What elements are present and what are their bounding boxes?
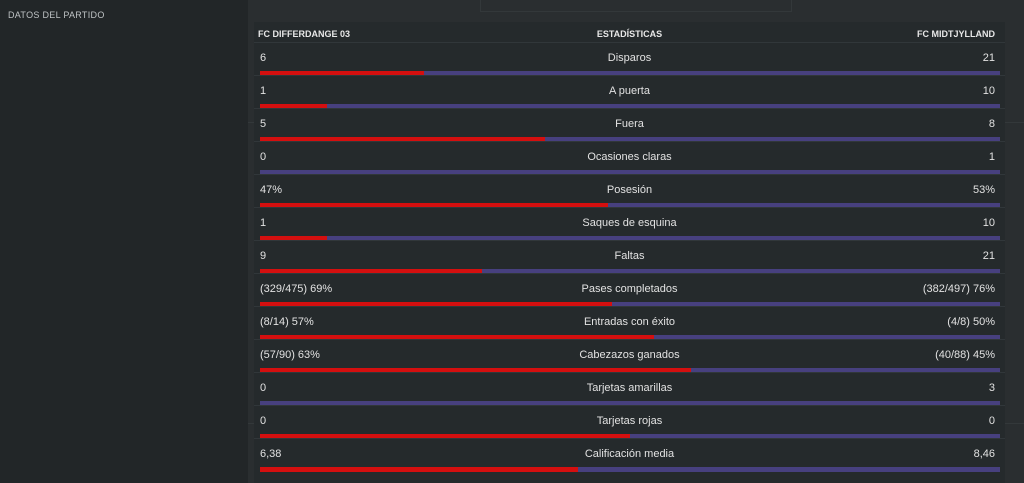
home-share-fill: [260, 137, 545, 142]
home-share-fill: [260, 368, 691, 373]
away-value: (4/8) 50%: [947, 316, 995, 328]
home-share-fill: [260, 269, 482, 274]
home-value: (8/14) 57%: [260, 316, 314, 328]
stat-label: Pases completados: [581, 283, 678, 295]
comparison-bar: [260, 434, 1000, 439]
stat-label: Ocasiones claras: [587, 151, 672, 163]
stat-label: Fuera: [615, 118, 644, 130]
stat-row: 9 Faltas 21: [254, 240, 1005, 274]
comparison-bar: [260, 401, 1000, 406]
away-value: 53%: [972, 184, 995, 196]
comparison-bar: [260, 104, 1000, 109]
away-value: 8,46: [973, 448, 995, 460]
comparison-bar: [260, 236, 1000, 241]
away-value: (40/88) 45%: [935, 349, 995, 361]
home-value: 1: [260, 85, 267, 97]
stat-row: (329/475) 69% Pases completados (382/497) …: [254, 273, 1005, 307]
home-value: 5: [260, 118, 267, 130]
stat-label: Entradas con éxito: [583, 316, 676, 328]
pitch-goal-box-top: [480, 0, 792, 12]
stat-label: Cabezazos ganados: [579, 349, 680, 361]
stat-row: 47% Posesión 53%: [254, 174, 1005, 208]
stat-label: Calificación media: [584, 448, 675, 460]
stat-row: 6,38 Calificación media 8,46: [254, 438, 1005, 472]
home-value: 0: [260, 151, 267, 163]
stat-row: (57/90) 63% Cabezazos ganados (40/88) 45%: [254, 339, 1005, 373]
comparison-bar: [260, 170, 1000, 175]
stat-label: Saques de esquina: [582, 217, 677, 229]
stats-panel: FC DIFFERDANGE 03 ESTADÍSTICAS FC MIDTJY…: [254, 22, 1005, 483]
home-value: (329/475) 69%: [260, 283, 333, 295]
home-team-name: FC DIFFERDANGE 03: [258, 29, 351, 39]
home-share-fill: [260, 434, 630, 439]
home-value: 6,38: [260, 448, 282, 460]
away-value: 8: [988, 118, 995, 130]
home-share-fill: [260, 467, 578, 472]
stat-label: Tarjetas amarillas: [586, 382, 673, 394]
stat-row: 1 Saques de esquina 10: [254, 207, 1005, 241]
stat-row: 0 Tarjetas amarillas 3: [254, 372, 1005, 406]
comparison-bar: [260, 269, 1000, 274]
stat-row: 6 Disparos 21: [254, 42, 1005, 76]
comparison-bar: [260, 203, 1000, 208]
comparison-bar: [260, 368, 1000, 373]
home-share-fill: [260, 104, 327, 109]
home-value: (57/90) 63%: [260, 349, 320, 361]
away-value: 10: [982, 85, 995, 97]
home-share-fill: [260, 335, 654, 340]
home-value: 1: [260, 217, 267, 229]
sidebar-title: DATOS DEL PARTIDO: [8, 10, 105, 20]
home-share-fill: [260, 302, 612, 307]
away-value: 0: [988, 415, 995, 427]
away-value: 21: [982, 52, 995, 64]
sidebar: DATOS DEL PARTIDO: [0, 0, 248, 483]
stats-title: ESTADÍSTICAS: [596, 29, 663, 39]
home-share-fill: [260, 203, 608, 208]
home-value: 9: [260, 250, 267, 262]
home-share-fill: [260, 236, 327, 241]
comparison-bar: [260, 335, 1000, 340]
away-value: 3: [988, 382, 995, 394]
stat-row: (8/14) 57% Entradas con éxito (4/8) 50%: [254, 306, 1005, 340]
home-value: 0: [260, 382, 267, 394]
stat-row: 1 A puerta 10: [254, 75, 1005, 109]
stat-label: Posesión: [606, 184, 653, 196]
stat-label: Tarjetas rojas: [596, 415, 663, 427]
stat-label: A puerta: [609, 85, 650, 97]
comparison-bar: [260, 467, 1000, 472]
stat-row: 5 Fuera 8: [254, 108, 1005, 142]
comparison-bar: [260, 71, 1000, 76]
home-value: 47%: [260, 184, 283, 196]
stat-row: 0 Ocasiones claras 1: [254, 141, 1005, 175]
away-value: 1: [988, 151, 995, 163]
comparison-bar: [260, 302, 1000, 307]
home-value: 6: [260, 52, 267, 64]
away-value: (382/497) 76%: [922, 283, 995, 295]
away-team-name: FC MIDTJYLLAND: [917, 29, 995, 39]
stat-label: Faltas: [614, 250, 645, 262]
stats-header: FC DIFFERDANGE 03 ESTADÍSTICAS FC MIDTJY…: [254, 22, 1005, 42]
stat-label: Disparos: [607, 52, 652, 64]
comparison-bar: [260, 137, 1000, 142]
home-share-fill: [260, 71, 424, 76]
home-value: 0: [260, 415, 267, 427]
stat-row: 0 Tarjetas rojas 0: [254, 405, 1005, 439]
away-value: 21: [982, 250, 995, 262]
away-value: 10: [982, 217, 995, 229]
